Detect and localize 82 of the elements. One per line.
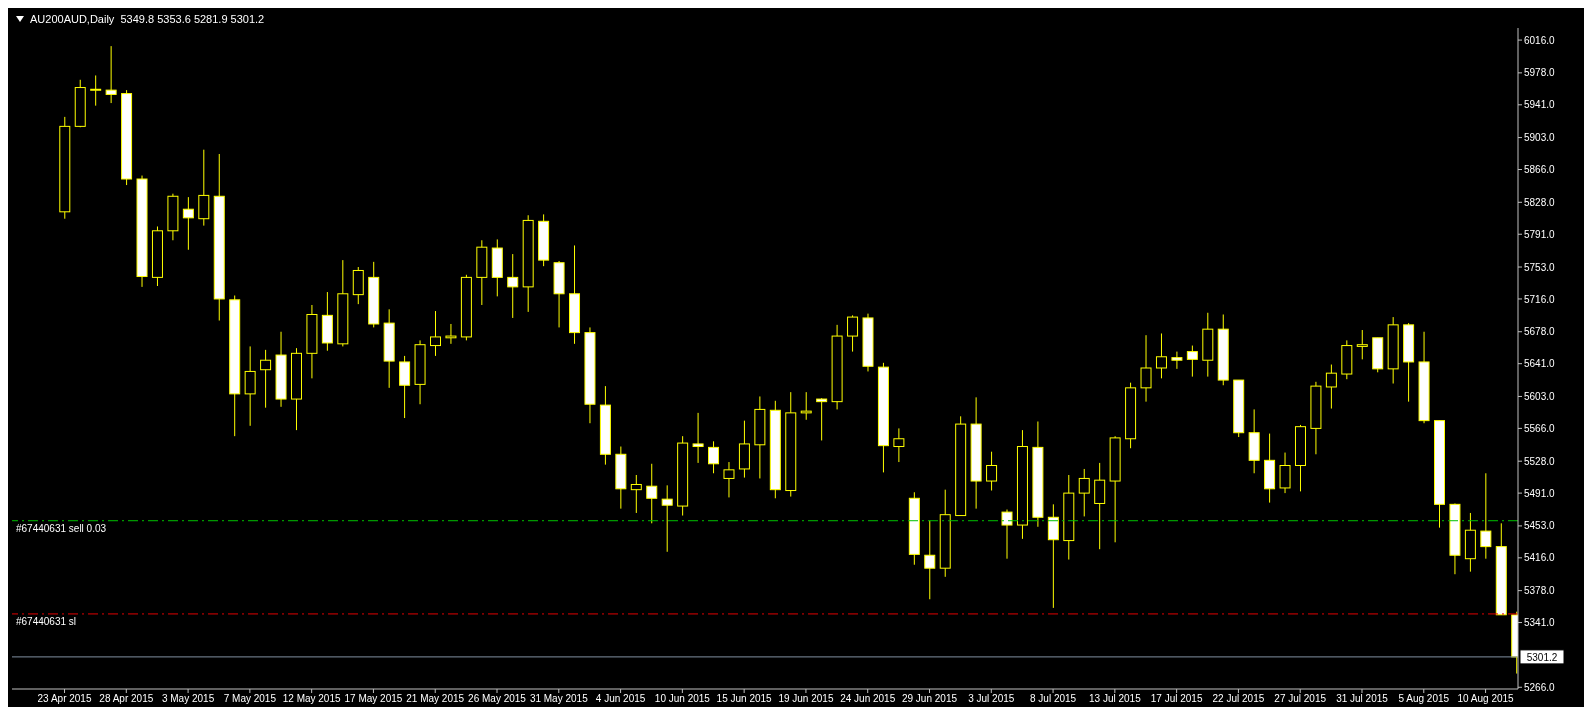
candlestick bbox=[1171, 351, 1183, 370]
candlestick bbox=[630, 474, 642, 514]
candlestick bbox=[986, 451, 998, 492]
candlestick bbox=[1047, 503, 1059, 609]
y-tick-label: 5753.0 bbox=[1524, 261, 1556, 273]
x-tick-label: 22 Jul 2015 bbox=[1212, 693, 1265, 705]
y-tick-label: 5266.0 bbox=[1524, 681, 1556, 693]
candlestick bbox=[430, 310, 441, 357]
candlestick bbox=[1094, 462, 1106, 550]
x-tick-label: 29 Jun 2015 bbox=[901, 693, 958, 705]
y-tick-label: 5603.0 bbox=[1524, 391, 1556, 403]
candlestick bbox=[507, 253, 519, 319]
x-tick-label: 7 May 2015 bbox=[223, 693, 277, 705]
x-tick-label: 10 Jun 2015 bbox=[654, 693, 711, 705]
chart-title: AU200AUD,Daily 5349.8 5353.6 5281.9 5301.2 bbox=[30, 13, 265, 25]
ref-line-label: #67440631 sell 0.03 bbox=[16, 522, 107, 534]
y-tick-label: 5566.0 bbox=[1524, 422, 1556, 434]
candlestick bbox=[847, 314, 859, 353]
x-tick-label: 27 Jul 2015 bbox=[1274, 693, 1327, 705]
candlestick bbox=[924, 520, 936, 600]
y-tick-label: 5978.0 bbox=[1524, 67, 1556, 79]
candlestick bbox=[445, 323, 457, 345]
y-tick-label: 5903.0 bbox=[1524, 132, 1556, 144]
y-tick-label: 5716.0 bbox=[1524, 293, 1556, 305]
x-tick-label: 31 May 2015 bbox=[529, 693, 589, 705]
candlestick bbox=[661, 484, 673, 553]
x-tick-label: 17 May 2015 bbox=[344, 693, 403, 705]
y-tick-label: 5941.0 bbox=[1524, 99, 1556, 111]
candlestick bbox=[244, 345, 256, 427]
candlestick bbox=[90, 74, 102, 107]
ref-line-label: 5301.2 bbox=[1526, 651, 1558, 663]
y-tick-label: 5866.0 bbox=[1524, 164, 1556, 176]
x-tick-label: 19 Jun 2015 bbox=[778, 693, 834, 705]
x-tick-label: 3 May 2015 bbox=[161, 693, 215, 705]
ref-line-label: #67440631 sl bbox=[16, 616, 77, 628]
y-tick-label: 5678.0 bbox=[1524, 326, 1556, 338]
y-tick-label: 5416.0 bbox=[1524, 552, 1556, 564]
x-tick-label: 15 Jun 2015 bbox=[716, 693, 773, 705]
candlestick bbox=[708, 440, 720, 474]
x-tick-label: 23 Apr 2015 bbox=[37, 693, 92, 705]
candlestick bbox=[198, 149, 210, 227]
candlestick bbox=[1279, 452, 1291, 494]
candlestick bbox=[1078, 468, 1090, 517]
x-tick-label: 3 Jul 2015 bbox=[968, 693, 1015, 705]
x-tick-label: 31 Jul 2015 bbox=[1336, 693, 1389, 705]
x-tick-label: 17 Jul 2015 bbox=[1150, 693, 1203, 705]
x-tick-label: 12 May 2015 bbox=[282, 693, 341, 705]
candlestick bbox=[260, 349, 272, 409]
x-tick-label: 26 May 2015 bbox=[468, 693, 527, 705]
candlestick bbox=[105, 45, 117, 104]
candlestick bbox=[1325, 364, 1337, 410]
y-tick-label: 6016.0 bbox=[1524, 34, 1556, 46]
x-tick-label: 8 Jul 2015 bbox=[1029, 693, 1077, 705]
candlestick bbox=[646, 463, 658, 524]
candlestick bbox=[399, 355, 411, 419]
x-tick-label: 21 May 2015 bbox=[406, 693, 465, 705]
candlestick bbox=[1155, 332, 1167, 379]
x-tick-label: 24 Jun 2015 bbox=[840, 693, 896, 705]
y-tick-label: 5378.0 bbox=[1524, 585, 1556, 597]
y-tick-label: 5828.0 bbox=[1524, 196, 1556, 208]
x-tick-label: 4 Jun 2015 bbox=[595, 693, 646, 705]
x-tick-label: 10 Aug 2015 bbox=[1457, 693, 1515, 705]
y-tick-label: 5641.0 bbox=[1524, 358, 1556, 370]
y-tick-label: 5528.0 bbox=[1524, 455, 1556, 467]
candlestick bbox=[723, 461, 735, 498]
candlestick bbox=[1140, 334, 1152, 403]
candlestick bbox=[1480, 472, 1492, 560]
candlestick bbox=[893, 427, 905, 463]
y-tick-label: 5491.0 bbox=[1524, 487, 1556, 499]
candlestick bbox=[1356, 329, 1368, 360]
y-tick-label: 5791.0 bbox=[1524, 228, 1556, 240]
x-tick-label: 13 Jul 2015 bbox=[1089, 693, 1142, 705]
x-tick-label: 28 Apr 2015 bbox=[99, 693, 154, 705]
candlestick bbox=[1186, 345, 1198, 378]
candlestick bbox=[182, 196, 194, 251]
y-tick-label: 5453.0 bbox=[1524, 520, 1556, 532]
x-tick-label: 5 Aug 2015 bbox=[1398, 693, 1450, 705]
candlestick bbox=[692, 412, 704, 464]
y-tick-label: 5341.0 bbox=[1524, 617, 1556, 629]
candlestick bbox=[1001, 509, 1013, 560]
candlestick bbox=[816, 397, 828, 441]
candlestick bbox=[800, 391, 812, 421]
